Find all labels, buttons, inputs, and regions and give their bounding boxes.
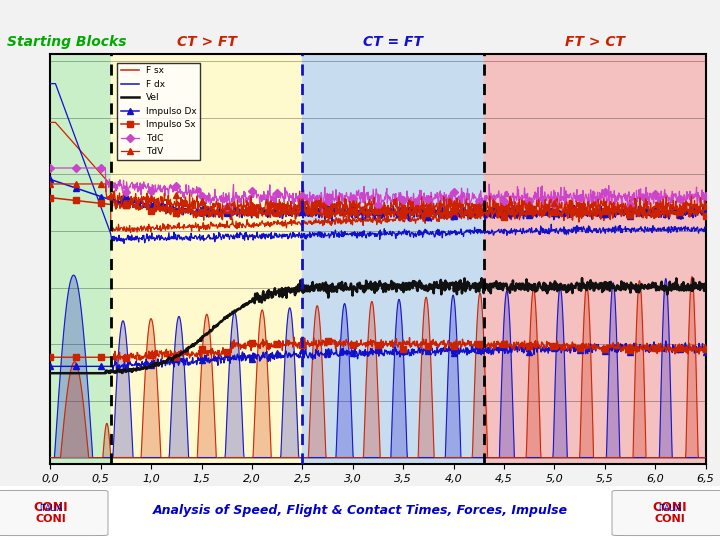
Text: ITALIA: ITALIA [658, 504, 681, 513]
Bar [302, 54, 484, 464]
Bar [50, 54, 111, 464]
Text: CONI: CONI [35, 515, 66, 524]
Bar [484, 54, 706, 464]
Legend: F sx, F dx, Vel, Impulso Dx, Impulso Sx, TdC, TdV: F sx, F dx, Vel, Impulso Dx, Impulso Sx,… [117, 63, 200, 160]
Text: FT > CT: FT > CT [564, 35, 625, 49]
Text: CT = FT: CT = FT [363, 35, 423, 49]
Bar [111, 54, 302, 464]
Text: Analysis of Speed, Flight & Contact Times, Forces, Impulse: Analysis of Speed, Flight & Contact Time… [153, 504, 567, 517]
Text: CT > FT: CT > FT [176, 35, 237, 49]
FancyBboxPatch shape [0, 490, 108, 536]
Text: CONI: CONI [654, 515, 685, 524]
FancyBboxPatch shape [612, 490, 720, 536]
Text: ITALIA: ITALIA [39, 504, 62, 513]
Text: Starting Blocks: Starting Blocks [7, 35, 127, 49]
Text: CONI: CONI [652, 501, 687, 514]
X-axis label: Time (s): Time (s) [346, 490, 410, 504]
Text: CONI: CONI [33, 501, 68, 514]
